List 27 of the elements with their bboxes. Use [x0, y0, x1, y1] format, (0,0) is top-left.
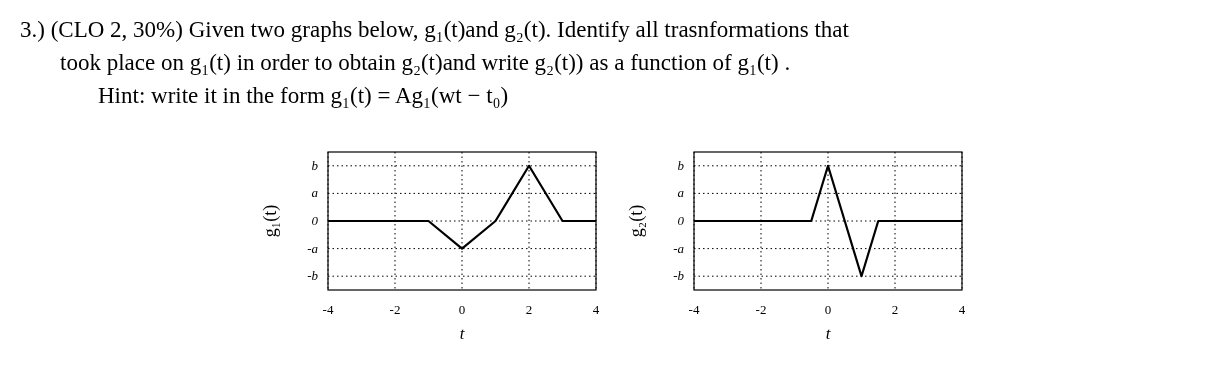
text: 3.) (CLO 2, 30%) Given two graphs below, g₁(t)and g₂(t). Identify all trasnformations that: [20, 17, 850, 42]
x-tick-label: 0: [458, 302, 466, 317]
x-tick-label: 2: [525, 302, 533, 317]
text: 0: [311, 213, 319, 228]
text: -a: [673, 240, 685, 256]
text: -a: [307, 240, 319, 256]
text: a: [311, 185, 319, 201]
text: -b: [307, 268, 319, 284]
text: -b: [673, 268, 685, 284]
x-tick-label: -2: [755, 302, 767, 317]
text: a: [677, 185, 685, 201]
text: took place on g₁(t) in order to obtain g₂(t)and write g₂(t)) as a function of g₁(t) .: [60, 50, 791, 75]
x-tick-label: 0: [824, 302, 832, 317]
x-axis-title: t: [459, 324, 466, 343]
text: b: [677, 157, 685, 173]
text: b: [311, 157, 319, 173]
x-axis-title: t: [825, 324, 832, 343]
x-tick-label: 4: [958, 302, 966, 317]
x-tick-label: 2: [891, 302, 899, 317]
x-tick-label: -2: [389, 302, 401, 317]
y-axis-title: g₁(t): [260, 204, 281, 238]
x-tick-label: -4: [322, 302, 334, 317]
text: Hint: write it in the form g₁(t) = Ag₁(wt − t₀): [98, 83, 509, 108]
text: 0: [677, 213, 685, 228]
y-axis-title: g₂(t): [626, 204, 647, 238]
x-tick-label: -4: [688, 302, 700, 317]
x-tick-label: 4: [592, 302, 600, 317]
